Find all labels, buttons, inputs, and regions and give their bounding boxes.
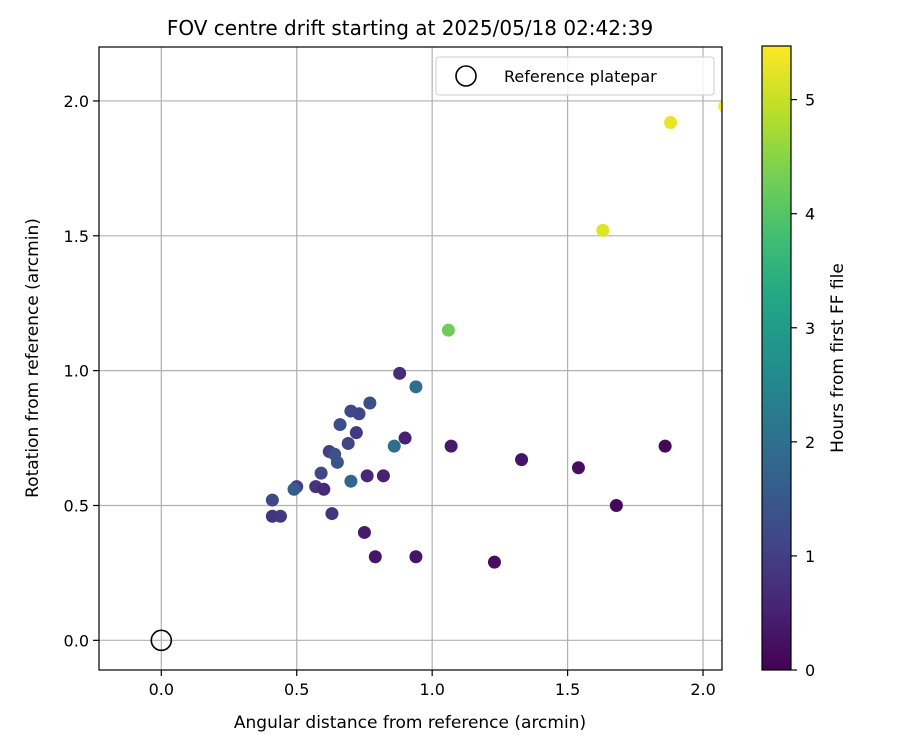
colorbar-axis: 0 1 2 3 4 5 [791,91,815,680]
y-axis-label: Rotation from reference (arcmin) [23,218,43,498]
x-tick-label: 1.0 [419,680,444,699]
x-tick-label: 0.5 [284,680,309,699]
data-point [596,223,610,237]
data-point [325,507,339,521]
colorbar-tick-label: 5 [805,91,815,110]
data-point [357,525,371,539]
plot-frame [98,46,723,671]
data-point [409,550,423,564]
data-point [515,453,529,467]
colorbar-tick-label: 4 [805,205,815,224]
data-point [273,509,287,523]
data-point [376,469,390,483]
y-tick-label: 1.0 [64,362,89,381]
data-point [287,482,301,496]
data-point [664,116,678,130]
data-point [330,455,344,469]
legend: Reference platepar [435,56,715,96]
data-point [333,418,347,432]
data-point [718,100,722,113]
data-point [363,396,377,410]
data-point [387,439,401,453]
x-axis: 0.0 0.5 1.0 1.5 2.0 [149,670,716,699]
y-tick-label: 2.0 [64,92,89,111]
x-tick-label: 0.0 [149,680,174,699]
colorbar-tick-label: 0 [805,661,815,680]
data-point [360,469,374,483]
grid [99,47,722,670]
colorbar-label: Hours from first FF file [828,263,848,453]
data-point [368,550,382,564]
colorbar-tick-label: 3 [805,319,815,338]
data-point [314,466,328,480]
colorbar [761,45,792,671]
data-point [352,407,366,421]
data-point [441,323,455,337]
data-point [571,461,585,475]
x-tick-label: 2.0 [690,680,715,699]
data-point [393,366,407,380]
data-point [344,474,358,488]
data-point [398,431,412,445]
data-point [444,439,458,453]
colorbar-tick-label: 1 [805,547,815,566]
y-tick-label: 1.5 [64,227,89,246]
x-tick-label: 1.5 [555,680,580,699]
data-point [317,482,331,496]
y-tick-label: 0.0 [64,631,89,650]
y-tick-label: 0.5 [64,496,89,515]
legend-box [435,56,715,96]
data-point [658,439,672,453]
y-axis: 0.0 0.5 1.0 1.5 2.0 [64,92,99,650]
legend-marker-icon [455,65,477,87]
data-point [609,498,623,512]
data-point [487,555,501,569]
data-point [349,426,363,440]
data-points [265,100,722,569]
colorbar-tick-label: 2 [805,433,815,452]
data-point [341,436,355,450]
chart-title: FOV centre drift starting at 2025/05/18 … [167,16,653,40]
data-point [265,493,279,507]
legend-label: Reference platepar [504,67,657,86]
data-point [409,380,423,394]
x-axis-label: Angular distance from reference (arcmin) [234,713,586,733]
reference-marker [150,629,173,652]
